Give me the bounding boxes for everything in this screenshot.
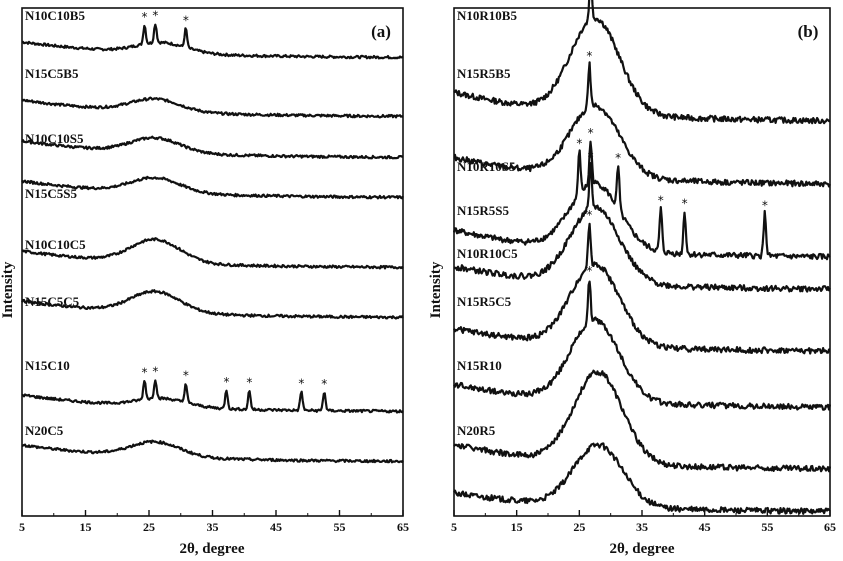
peak-marker: * (223, 375, 229, 389)
series-label: N15R5S5 (457, 203, 510, 218)
x-tick-label: 25 (143, 520, 155, 534)
panel-a-ylabel: Intensity (0, 261, 16, 318)
x-tick-label: 45 (270, 520, 282, 534)
series-line (453, 280, 832, 411)
x-tick-label: 35 (207, 520, 219, 534)
series-line (21, 289, 404, 320)
panel-b-ylabel: Intensity (428, 261, 444, 318)
peak-marker: * (142, 365, 148, 379)
series-line (452, 222, 831, 355)
series-line (453, 162, 831, 293)
x-tick-label: 55 (334, 520, 346, 534)
peak-marker: * (762, 198, 768, 212)
series-label: N15R10 (457, 358, 502, 373)
series-line (21, 96, 404, 119)
x-tick-label: 5 (19, 520, 25, 534)
peak-marker: * (682, 196, 688, 210)
panel-a-ticks: 5 15 25 35 45 55 65 (19, 510, 409, 534)
panel-a-label: (a) (371, 22, 391, 41)
x-tick-label: 65 (397, 520, 409, 534)
series-line (453, 369, 832, 473)
series-label: N15C10 (25, 358, 70, 373)
series-label: N15R5B5 (457, 66, 511, 81)
panel-b: Intensity * N10R10B5 * N15R5B5 * * * * * * N10R10S… (428, 0, 836, 557)
peak-marker: * (586, 264, 592, 278)
series-label: N15C5S5 (25, 186, 78, 201)
series-line (452, 140, 831, 261)
series-line (453, 61, 832, 188)
series-label: N15C5C5 (25, 294, 80, 309)
series-label: N10C10S5 (25, 131, 84, 146)
x-tick-label: 25 (573, 520, 585, 534)
series-line (453, 442, 831, 515)
series-label: N10R10C5 (457, 246, 518, 261)
panel-b-ticks: 5 15 25 35 45 55 65 (451, 510, 836, 534)
peak-marker: * (298, 376, 304, 390)
series-label: N20R5 (457, 423, 496, 438)
series-line (453, 0, 831, 125)
peak-marker: * (658, 194, 664, 208)
x-tick-label: 65 (824, 520, 836, 534)
series-line (21, 175, 404, 200)
series-label: N20C5 (25, 423, 64, 438)
x-tick-label: 35 (636, 520, 648, 534)
peak-marker: * (576, 137, 582, 151)
panel-a-xlabel: 2θ, degree (179, 541, 244, 557)
x-tick-label: 45 (699, 520, 711, 534)
peak-marker: * (321, 377, 327, 391)
panel-a: Intensity * * * N10C10B5 N15C5B5 N10C10S5 N15C… (0, 7, 409, 557)
series-label: N10R10S5 (457, 159, 516, 174)
peak-marker: * (588, 126, 594, 140)
panel-b-frame (453, 7, 831, 517)
x-tick-label: 15 (80, 520, 92, 534)
panel-b-curves: * N10R10B5 * N15R5B5 * * * * * * N10R10S5 * N15R5S5 *… (452, 0, 832, 515)
panel-a-curves: * * * N10C10B5 N15C5B5 N10C10S5 N15C5S5 N10C10C… (21, 8, 404, 464)
panel-b-label: (b) (798, 22, 819, 41)
series-label: N10R10B5 (457, 8, 517, 23)
peak-marker: * (246, 376, 252, 390)
peak-marker: * (152, 364, 158, 378)
panel-b-xlabel: 2θ, degree (609, 541, 674, 557)
x-tick-label: 55 (761, 520, 773, 534)
series-label: N15R5C5 (457, 294, 512, 309)
peak-marker: * (586, 49, 592, 63)
series-line (21, 135, 404, 160)
series-line (21, 237, 404, 270)
peak-marker: * (615, 151, 621, 165)
peak-marker: * (183, 14, 189, 28)
peak-marker: * (152, 9, 158, 23)
x-tick-label: 15 (511, 520, 523, 534)
series-line (21, 23, 404, 60)
peak-marker: * (183, 369, 189, 383)
peak-marker: * (586, 208, 592, 222)
series-label: N10C10C5 (25, 237, 86, 252)
series-label: N10C10B5 (25, 8, 85, 23)
peak-marker: * (142, 10, 148, 24)
series-line (21, 379, 404, 414)
series-label: N15C5B5 (25, 66, 79, 81)
x-tick-label: 5 (451, 520, 457, 534)
series-line (21, 439, 404, 464)
peak-marker: * (588, 150, 594, 164)
